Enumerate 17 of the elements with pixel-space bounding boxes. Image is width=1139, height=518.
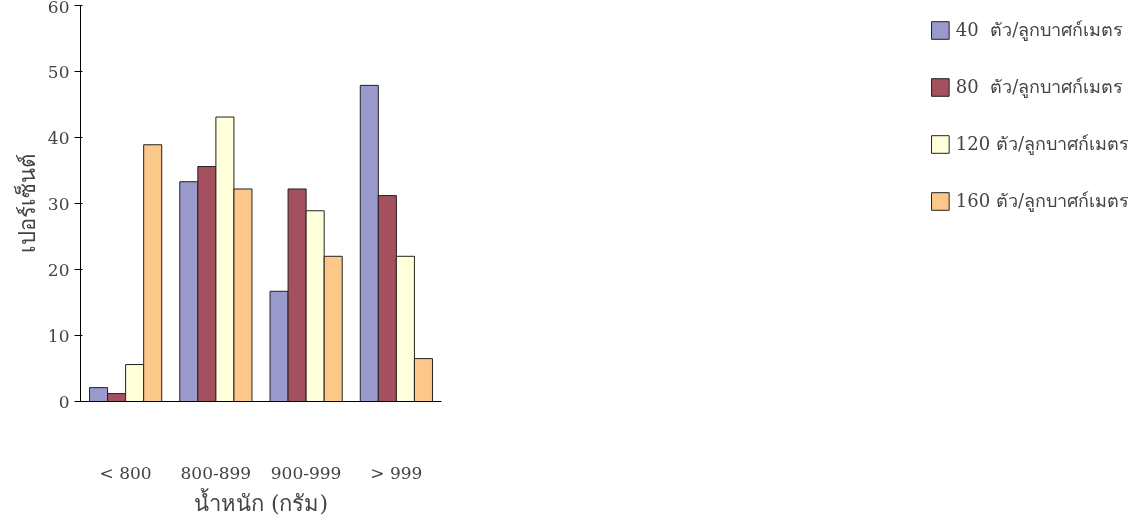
legend-label: 80 ตัว/ลูกบาศก์เมตร xyxy=(955,75,1124,100)
x-tick-label: > 999 xyxy=(370,462,423,483)
y-tick-label: 50 xyxy=(47,61,70,82)
x-axis-title: น้ำหนัก (กรัม) xyxy=(193,487,329,516)
legend-label: 120 ตัว/ลูกบาศก์เมตร xyxy=(955,132,1129,157)
y-tick-label: 60 xyxy=(47,0,70,17)
y-tick-label: 40 xyxy=(47,127,70,148)
x-tick-label: < 800 xyxy=(99,462,152,483)
y-tick-label: 30 xyxy=(47,193,70,214)
x-tick-label: 800-899 xyxy=(180,462,252,483)
y-tick-label: 20 xyxy=(47,259,70,280)
legend-label: 160 ตัว/ลูกบาศก์เมตร xyxy=(955,189,1129,214)
y-tick-label: 10 xyxy=(47,325,70,346)
y-tick-label: 0 xyxy=(58,391,70,412)
y-axis-title: เปอร์เซ็นต์ xyxy=(12,154,40,253)
x-tick-label: 900-999 xyxy=(270,462,342,483)
legend-label: 40 ตัว/ลูกบาศก์เมตร xyxy=(955,18,1124,43)
